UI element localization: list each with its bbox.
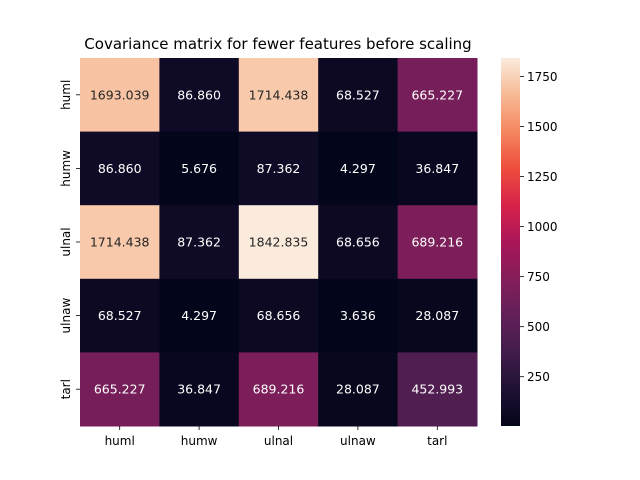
- cell-value-label: 68.527: [336, 87, 380, 102]
- colorbar-tick-label: 1250: [527, 170, 558, 184]
- x-tick-label: tarl: [427, 434, 447, 448]
- heatmap-cell: [80, 352, 160, 427]
- colorbar-tick-label: 1500: [527, 120, 558, 134]
- heatmap-cell: [159, 58, 240, 133]
- heatmap-cell: [318, 131, 399, 206]
- cell-value-label: 665.227: [411, 87, 463, 102]
- cell-value-label: 36.847: [415, 161, 459, 176]
- heatmap-cell: [159, 205, 240, 280]
- colorbar-tick-label: 500: [527, 320, 550, 334]
- cell-value-label: 452.993: [411, 382, 463, 397]
- x-tick-label: ulnaw: [340, 434, 376, 448]
- chart-title: Covariance matrix for fewer features bef…: [84, 35, 471, 53]
- heatmap-cell: [318, 352, 399, 427]
- heatmap-cell: [159, 278, 240, 353]
- y-tick-label: huml: [59, 80, 73, 110]
- cell-value-label: 28.087: [336, 382, 380, 397]
- heatmap-cell: [159, 352, 240, 427]
- x-tick-label: ulnal: [264, 434, 293, 448]
- heatmap-cell: [238, 352, 319, 427]
- cell-value-label: 36.847: [177, 382, 221, 397]
- cell-value-label: 1693.039: [90, 87, 150, 102]
- colorbar: 250 500 750 1000 1250 1500 1750: [501, 58, 558, 426]
- y-tick-label: tarl: [59, 379, 73, 399]
- y-axis: huml humw ulnal ulnaw tarl: [59, 80, 80, 399]
- x-tick-label: huml: [105, 434, 135, 448]
- x-axis: huml humw ulnal ulnaw tarl: [105, 426, 447, 448]
- colorbar-tick-label: 1000: [527, 220, 558, 234]
- cell-value-label: 3.636: [340, 308, 376, 323]
- cell-value-label: 87.362: [177, 235, 221, 250]
- cell-value-label: 4.297: [340, 161, 376, 176]
- cell-value-label: 68.656: [336, 235, 380, 250]
- heatmap-cell: [318, 205, 399, 280]
- cell-value-label: 87.362: [257, 161, 301, 176]
- cell-value-label: 689.216: [253, 382, 305, 397]
- colorbar-tick-label: 750: [527, 270, 550, 284]
- heatmap-cells: 1693.039 86.860 1714.438 68.527 665.227 86.86…: [80, 58, 478, 427]
- heatmap-cell: [80, 205, 160, 280]
- colorbar-tick-label: 1750: [527, 70, 558, 84]
- heatmap-cell: [397, 205, 478, 280]
- heatmap-cell: [318, 278, 399, 353]
- cell-value-label: 28.087: [415, 308, 459, 323]
- heatmap-cell: [238, 58, 319, 133]
- y-tick-label: ulnal: [59, 227, 73, 256]
- cell-value-label: 5.676: [181, 161, 217, 176]
- heatmap-cell: [238, 205, 319, 280]
- cell-value-label: 68.527: [98, 308, 142, 323]
- cell-value-label: 86.860: [98, 161, 142, 176]
- colorbar-tick-label: 250: [527, 370, 550, 384]
- heatmap-cell: [238, 278, 319, 353]
- cell-value-label: 1714.438: [90, 235, 150, 250]
- y-tick-label: humw: [59, 150, 73, 187]
- x-tick-label: humw: [181, 434, 218, 448]
- heatmap-cell: [397, 278, 478, 353]
- cell-value-label: 68.656: [257, 308, 301, 323]
- heatmap-cell: [80, 278, 160, 353]
- y-tick-label: ulnaw: [59, 298, 73, 334]
- cell-value-label: 1714.438: [249, 87, 309, 102]
- cell-value-label: 665.227: [94, 382, 146, 397]
- cell-value-label: 689.216: [411, 235, 463, 250]
- heatmap-cell: [318, 58, 399, 133]
- heatmap-cell: [80, 58, 160, 133]
- heatmap-cell: [397, 58, 478, 133]
- cell-value-label: 86.860: [177, 87, 221, 102]
- cell-value-label: 1842.835: [249, 235, 309, 250]
- heatmap-cell: [80, 131, 160, 206]
- heatmap-cell: [397, 131, 478, 206]
- heatmap-cell: [238, 131, 319, 206]
- colorbar-gradient: [501, 58, 520, 426]
- heatmap-cell: [397, 352, 478, 427]
- cell-value-label: 4.297: [181, 308, 217, 323]
- heatmap-cell: [159, 131, 240, 206]
